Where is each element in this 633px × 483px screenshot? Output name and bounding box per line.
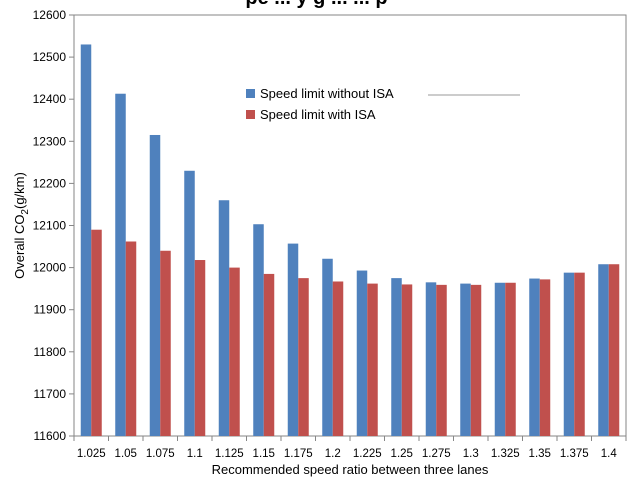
x-tick-label: 1.05 <box>115 448 137 460</box>
bar-without-isa <box>149 134 161 437</box>
bar-with-isa <box>298 278 309 436</box>
x-tick-label: 1.325 <box>491 448 520 460</box>
bar-with-isa <box>125 241 137 436</box>
legend-label: Speed limit without ISA <box>260 86 394 101</box>
y-tick-label: 11700 <box>34 387 67 401</box>
y-axis-title-subscript: 2 <box>20 209 31 215</box>
y-tick-label: 12000 <box>33 261 67 275</box>
x-axis: 1.025 1.05 1.075 1.1 1.125 1.15 1.175 1.2 1.225 1… <box>73 436 627 460</box>
bar-without-isa <box>460 283 471 436</box>
bar-without-isa <box>322 258 333 436</box>
y-tick-label: 12300 <box>33 134 67 148</box>
bar-with-isa <box>539 279 551 436</box>
y-axis-title-unit: (g/km) <box>12 172 27 209</box>
bar-without-isa <box>184 170 195 436</box>
bar-without-isa <box>80 44 92 436</box>
x-tick-label: 1.4 <box>601 448 618 460</box>
x-tick-label: 1.375 <box>560 448 589 460</box>
bar-with-isa <box>608 264 620 436</box>
bar-without-isa <box>529 278 540 436</box>
y-tick-label: 11800 <box>34 345 67 359</box>
y-tick-label: 12200 <box>33 176 67 190</box>
x-tick-label: 1.125 <box>215 448 244 460</box>
bar-with-isa <box>332 281 344 436</box>
bar-with-isa <box>263 273 275 436</box>
bar-with-isa <box>229 267 240 436</box>
x-tick-label: 1.25 <box>391 448 413 460</box>
y-axis: 11600 11700 11800 11900 12000 12100 12200 12300… <box>33 8 74 443</box>
legend-swatch <box>246 89 255 98</box>
x-tick-label: 1.225 <box>353 448 382 460</box>
legend: Speed limit without ISA Speed limit with … <box>246 86 520 122</box>
legend-label: Speed limit with ISA <box>260 107 376 122</box>
bar-without-isa <box>356 270 368 436</box>
y-tick-label: 12100 <box>33 219 67 233</box>
bar-without-isa <box>115 93 126 437</box>
x-axis-title: Recommended speed ratio between three la… <box>212 462 489 477</box>
x-tick-label: 1.075 <box>146 448 175 460</box>
y-tick-label: 11600 <box>34 429 67 443</box>
bar-without-isa <box>218 200 230 436</box>
bar-without-isa <box>425 282 437 436</box>
bar-with-isa <box>367 283 378 436</box>
bar-with-isa <box>401 284 413 436</box>
bar-with-isa <box>470 284 482 436</box>
bar-without-isa <box>391 278 402 436</box>
bar-without-isa <box>598 264 609 436</box>
x-tick-label: 1.025 <box>77 448 106 460</box>
bar-with-isa <box>194 260 206 436</box>
bar-with-isa <box>160 250 171 436</box>
x-tick-label: 1.15 <box>253 448 275 460</box>
bar-without-isa <box>494 282 506 436</box>
bar-with-isa <box>91 229 102 436</box>
bar-without-isa <box>287 243 299 436</box>
bar-without-isa <box>253 224 264 436</box>
y-tick-label: 12400 <box>33 92 67 106</box>
x-tick-label: 1.2 <box>325 448 341 460</box>
y-axis-title-text: Overall CO <box>12 215 27 279</box>
chart-title-cut-off: pe ... y g ... ... p <box>0 0 633 9</box>
bar-with-isa <box>436 284 447 436</box>
y-tick-label: 12500 <box>33 50 67 64</box>
bar-with-isa <box>574 272 585 436</box>
y-tick-label: 12600 <box>33 8 67 22</box>
y-axis-title: Overall CO2(g/km) <box>12 172 31 279</box>
x-tick-label: 1.175 <box>284 448 313 460</box>
bar-without-isa <box>563 272 575 436</box>
x-tick-label: 1.275 <box>422 448 451 460</box>
x-tick-label: 1.1 <box>187 448 203 460</box>
y-tick-label: 11900 <box>34 303 67 317</box>
x-tick-label: 1.3 <box>463 448 479 460</box>
legend-swatch <box>246 110 255 119</box>
bar-with-isa <box>505 282 516 436</box>
bar-series <box>80 44 620 437</box>
x-tick-label: 1.35 <box>529 448 551 460</box>
